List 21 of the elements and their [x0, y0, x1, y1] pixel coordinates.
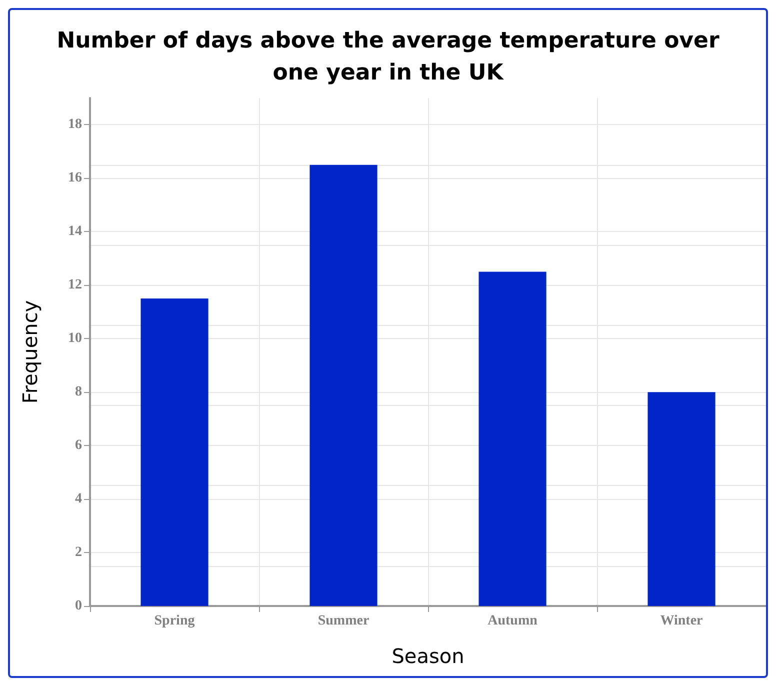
chart-title: Number of days above the average temperature over one year in the UK — [56, 28, 720, 86]
y-tick-label: 6 — [75, 438, 82, 454]
x-tick-label: Summer — [318, 614, 370, 628]
bar — [478, 272, 546, 606]
y-tick-label: 0 — [75, 598, 82, 614]
y-tick-label: 2 — [75, 545, 82, 560]
x-tick-label: Spring — [154, 614, 195, 628]
bar — [140, 298, 208, 606]
x-tick-label: Winter — [660, 614, 703, 628]
y-tick-label: 12 — [68, 278, 82, 293]
x-axis-title: Season — [392, 644, 464, 668]
y-tick-label: 14 — [68, 224, 82, 240]
y-tick-label: 18 — [68, 117, 82, 132]
y-tick-label: 8 — [75, 384, 82, 400]
y-tick-label: 10 — [68, 331, 82, 346]
y-tick-label: 4 — [75, 492, 82, 507]
bar — [648, 392, 716, 606]
x-tick-label: Autumn — [488, 614, 538, 628]
bar — [310, 164, 378, 606]
y-axis-title: Frequency — [18, 300, 42, 404]
y-tick-label: 16 — [68, 170, 82, 186]
